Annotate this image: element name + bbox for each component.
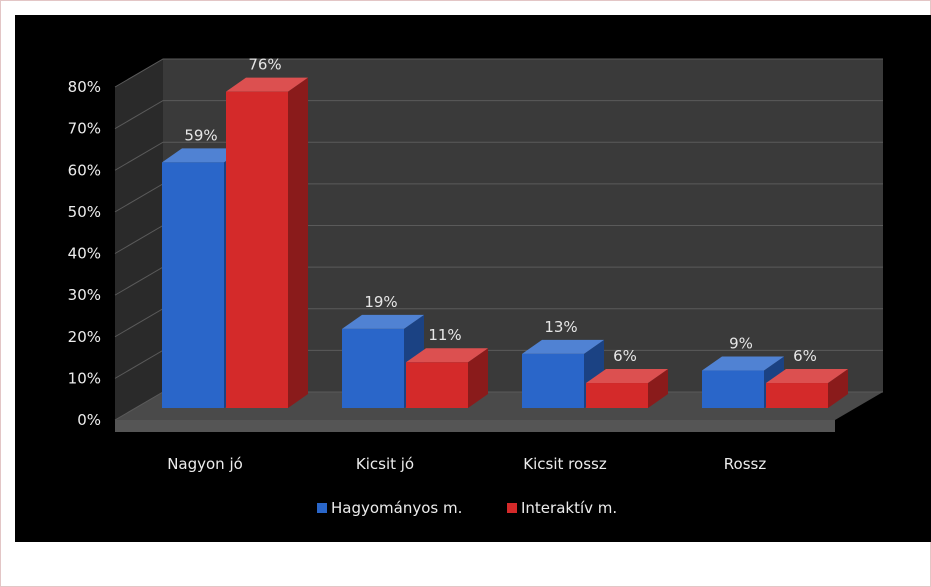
bar-front-face — [162, 162, 224, 408]
y-tick-label: 60% — [68, 161, 101, 179]
bar-front-face — [226, 92, 288, 408]
bar-interaktiv-2 — [586, 369, 668, 408]
bar-side-face — [288, 78, 308, 408]
y-tick-label: 30% — [68, 286, 101, 304]
legend-label: Interaktív m. — [521, 499, 617, 517]
data-label: 76% — [248, 56, 281, 74]
legend-label: Hagyományos m. — [331, 499, 462, 517]
x-category-label: Nagyon jó — [167, 455, 243, 473]
data-label: 13% — [544, 318, 577, 336]
legend-swatch — [507, 503, 517, 513]
chart-area: 0% 10% 20% 30% 40% 50% 60% 70% 80% 59% 76% Nagyon j… — [15, 15, 931, 542]
data-label: 9% — [729, 335, 753, 353]
y-tick-label: 70% — [68, 120, 101, 138]
y-tick-label: 0% — [77, 411, 101, 429]
x-category-label: Rossz — [724, 455, 767, 473]
bar-interaktiv-1 — [406, 348, 488, 408]
bar-interaktiv-0 — [226, 78, 308, 408]
bar-front-face — [522, 354, 584, 408]
x-category-label: Kicsit jó — [356, 455, 414, 473]
bar-front-face — [586, 383, 648, 408]
y-tick-label: 40% — [68, 245, 101, 263]
data-label: 11% — [428, 326, 461, 344]
bar-front-face — [342, 329, 404, 408]
bar-front-face — [702, 371, 764, 408]
chart-floor-edge — [115, 420, 835, 432]
bar-interaktiv-3 — [766, 369, 848, 408]
data-label: 59% — [184, 126, 217, 144]
data-label: 6% — [613, 347, 637, 365]
bar-front-face — [766, 383, 828, 408]
data-label: 6% — [793, 347, 817, 365]
legend-swatch — [317, 503, 327, 513]
y-tick-label: 80% — [68, 78, 101, 96]
x-category-label: Kicsit rossz — [523, 455, 607, 473]
data-label: 19% — [364, 293, 397, 311]
bar-chart: 0% 10% 20% 30% 40% 50% 60% 70% 80% 59% 76% Nagyon j… — [15, 15, 931, 542]
y-tick-label: 50% — [68, 203, 101, 221]
y-tick-label: 20% — [68, 328, 101, 346]
y-tick-label: 10% — [68, 369, 101, 387]
bar-front-face — [406, 362, 468, 408]
